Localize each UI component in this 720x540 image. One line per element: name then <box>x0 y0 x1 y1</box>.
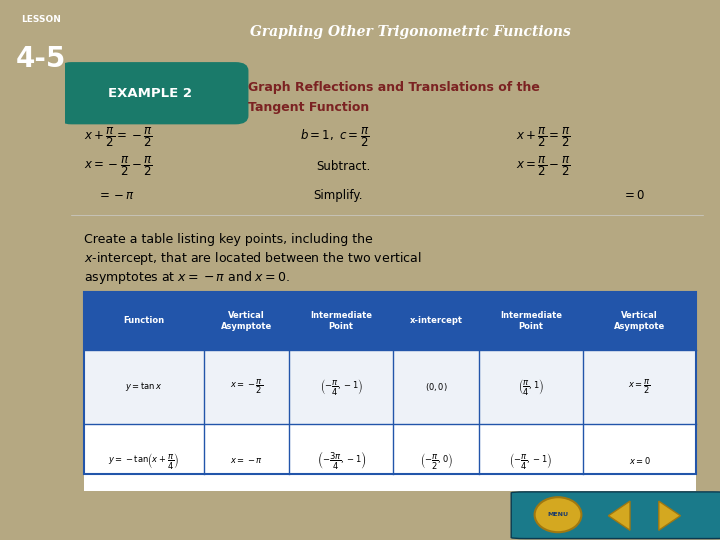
Text: Create a table listing key points, including the: Create a table listing key points, inclu… <box>84 233 373 246</box>
Text: Graphing Other Trigonometric Functions: Graphing Other Trigonometric Functions <box>250 25 571 39</box>
Text: Graph Reflections and Translations of the: Graph Reflections and Translations of th… <box>248 82 540 94</box>
Text: $\left(-\dfrac{\pi}{4},-1\right)$: $\left(-\dfrac{\pi}{4},-1\right)$ <box>320 377 363 397</box>
Text: Intermediate
Point: Intermediate Point <box>500 310 562 331</box>
Text: Tangent Function: Tangent Function <box>248 100 369 114</box>
Text: $x=\dfrac{\pi}{2}-\dfrac{\pi}{2}$: $x=\dfrac{\pi}{2}-\dfrac{\pi}{2}$ <box>516 154 570 178</box>
Text: $(0,0)$: $(0,0)$ <box>425 381 448 393</box>
Text: $y=\tan x$: $y=\tan x$ <box>125 380 163 393</box>
Text: $\left(-\dfrac{3\pi}{4},-1\right)$: $\left(-\dfrac{3\pi}{4},-1\right)$ <box>317 450 366 472</box>
FancyBboxPatch shape <box>58 62 248 124</box>
Text: asymptotes at $x=-\pi$ and $x=0$.: asymptotes at $x=-\pi$ and $x=0$. <box>84 269 290 286</box>
Text: Simplify.: Simplify. <box>313 188 362 201</box>
Text: $x=\dfrac{\pi}{2}$: $x=\dfrac{\pi}{2}$ <box>629 377 651 396</box>
Text: $\left(-\dfrac{\pi}{2},0\right)$: $\left(-\dfrac{\pi}{2},0\right)$ <box>420 451 453 471</box>
Text: $x=-\dfrac{\pi}{2}-\dfrac{\pi}{2}$: $x=-\dfrac{\pi}{2}-\dfrac{\pi}{2}$ <box>84 154 153 178</box>
Text: Function: Function <box>123 316 164 325</box>
Text: $=-\pi$: $=-\pi$ <box>97 188 135 201</box>
Text: EXAMPLE 2: EXAMPLE 2 <box>108 86 192 99</box>
Text: Vertical
Asymptote: Vertical Asymptote <box>614 310 665 331</box>
Text: Intermediate
Point: Intermediate Point <box>310 310 372 331</box>
Text: MENU: MENU <box>547 512 569 517</box>
Text: $\left(-\dfrac{\pi}{4},-1\right)$: $\left(-\dfrac{\pi}{4},-1\right)$ <box>509 451 553 471</box>
Text: $x=-\pi$: $x=-\pi$ <box>230 456 263 465</box>
Text: $b=1,\ c=\dfrac{\pi}{2}$: $b=1,\ c=\dfrac{\pi}{2}$ <box>300 125 369 149</box>
Bar <box>84 292 696 474</box>
Text: $x+\dfrac{\pi}{2}=\dfrac{\pi}{2}$: $x+\dfrac{\pi}{2}=\dfrac{\pi}{2}$ <box>516 125 570 149</box>
Polygon shape <box>608 501 630 530</box>
FancyBboxPatch shape <box>511 492 720 538</box>
Polygon shape <box>659 501 680 530</box>
Text: LESSON: LESSON <box>22 15 61 24</box>
Text: Subtract.: Subtract. <box>316 160 370 173</box>
Text: $x$-intercept, that are located between the two vertical: $x$-intercept, that are located between … <box>84 250 421 267</box>
Text: 4-5: 4-5 <box>17 45 66 73</box>
Bar <box>84 350 696 424</box>
Text: Vertical
Asymptote: Vertical Asymptote <box>221 310 272 331</box>
Text: x-intercept: x-intercept <box>410 316 463 325</box>
Bar <box>84 424 696 498</box>
Text: $x=0$: $x=0$ <box>629 455 651 467</box>
Ellipse shape <box>534 497 582 532</box>
Text: $=0$: $=0$ <box>622 188 645 201</box>
Bar <box>84 292 696 350</box>
Text: $x=-\dfrac{\pi}{2}$: $x=-\dfrac{\pi}{2}$ <box>230 377 263 396</box>
Text: $\left(\dfrac{\pi}{4},1\right)$: $\left(\dfrac{\pi}{4},1\right)$ <box>518 377 544 397</box>
Text: $x+\dfrac{\pi}{2}=-\dfrac{\pi}{2}$: $x+\dfrac{\pi}{2}=-\dfrac{\pi}{2}$ <box>84 125 153 149</box>
Text: $y=-\tan\!\left(x+\dfrac{\pi}{4}\right)$: $y=-\tan\!\left(x+\dfrac{\pi}{4}\right)$ <box>108 451 179 471</box>
